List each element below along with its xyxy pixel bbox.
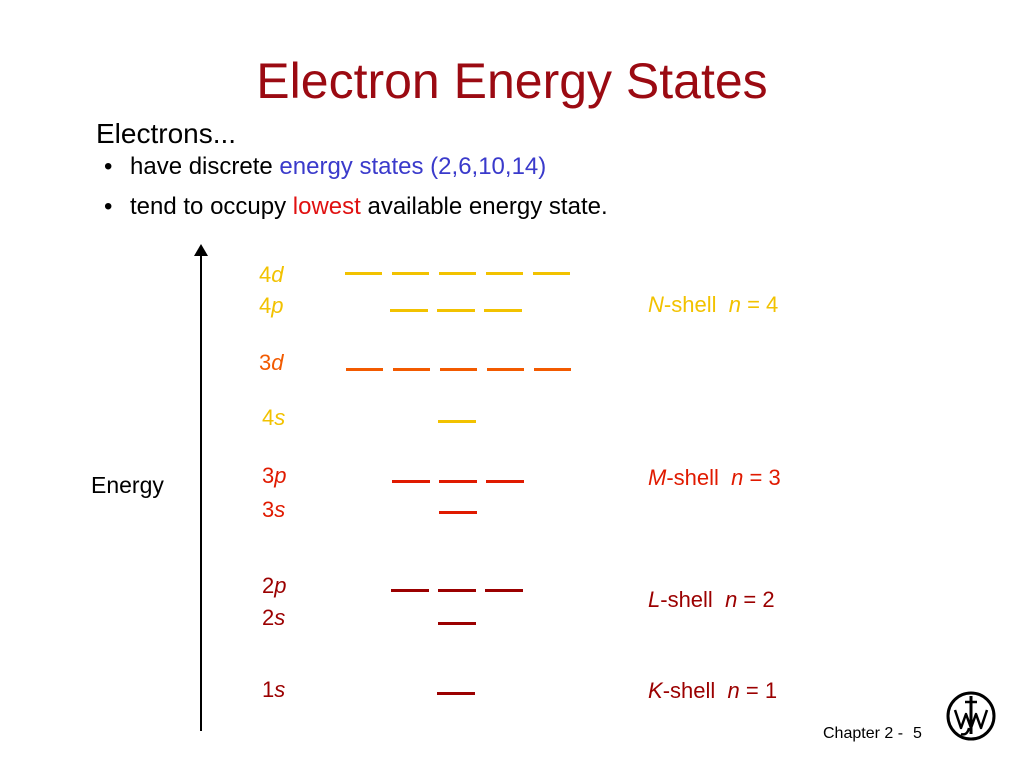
page-title: Electron Energy States [256, 53, 768, 109]
bullet-discrete-states: • have discrete energy states (2,6,10,14) [104, 153, 546, 181]
energy-level-2p [485, 589, 523, 592]
orbital-label-3s: 3s [262, 497, 286, 522]
shell-label-k: K-shell n = 1 [648, 678, 778, 703]
shell-label-n: N-shell n = 4 [648, 292, 779, 317]
energy-level-4s [438, 420, 476, 423]
orbital-label-4s: 4s [262, 405, 286, 430]
energy-level-4d [439, 272, 476, 275]
energy-level-3p [486, 480, 524, 483]
energy-level-1s [437, 692, 475, 695]
bullet-text: have discrete [130, 153, 280, 180]
orbital-label-4p: 4p [259, 293, 284, 318]
energy-level-4d [486, 272, 523, 275]
bullet-marker: • [104, 193, 113, 220]
energy-level-4d [392, 272, 429, 275]
energy-axis [200, 248, 202, 731]
energy-level-2p [438, 589, 476, 592]
orbital-label-3d: 3d [259, 350, 284, 375]
bullet-numbers: (2,6,10,14) [423, 153, 547, 180]
energy-axis-label: Energy [91, 472, 164, 498]
bullet-text: tend to occupy [130, 193, 293, 220]
energy-level-4d [345, 272, 382, 275]
bullet-lowest-state: • tend to occupy lowest available energy … [104, 193, 608, 221]
energy-level-3p [439, 480, 477, 483]
footer-page-number: Chapter 2 - 5 [823, 725, 922, 743]
shell-label-l: L-shell n = 2 [648, 587, 775, 612]
shell-label-m: M-shell n = 3 [648, 465, 781, 490]
energy-level-2p [391, 589, 429, 592]
energy-level-3d [440, 368, 477, 371]
orbital-label-3p: 3p [262, 463, 287, 488]
footer-page: 5 [913, 725, 922, 742]
energy-level-3d [534, 368, 571, 371]
energy-level-3s [439, 511, 477, 514]
wiley-logo-icon [946, 691, 996, 741]
energy-level-3p [392, 480, 430, 483]
energy-level-4p [390, 309, 428, 312]
bullet-marker: • [104, 153, 113, 180]
orbital-label-1s: 1s [262, 677, 286, 702]
energy-level-4p [484, 309, 522, 312]
orbital-label-2p: 2p [262, 573, 287, 598]
orbital-label-4d: 4d [259, 262, 284, 287]
bullet-emphasis: energy states [279, 153, 424, 180]
energy-level-4p [437, 309, 475, 312]
intro-text: Electrons... [96, 118, 237, 149]
energy-level-3d [346, 368, 383, 371]
orbital-label-2s: 2s [262, 605, 286, 630]
footer-chapter: Chapter 2 - [823, 725, 904, 742]
energy-level-2s [438, 622, 476, 625]
bullet-emphasis: lowest [292, 193, 361, 220]
arrow-up-icon [194, 244, 208, 256]
energy-level-3d [487, 368, 524, 371]
energy-level-3d [393, 368, 430, 371]
bullet-text-end: available energy state. [360, 193, 608, 220]
energy-level-4d [533, 272, 570, 275]
